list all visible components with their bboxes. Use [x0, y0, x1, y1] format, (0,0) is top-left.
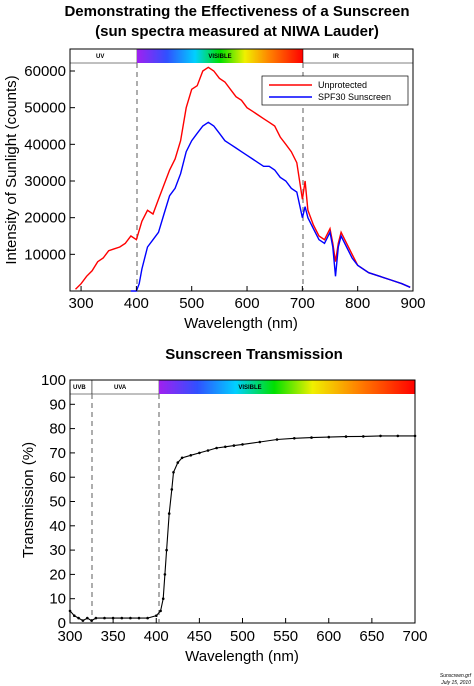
y-tick-label: 70 — [49, 445, 66, 462]
x-tick-label: 500 — [230, 628, 255, 645]
x-tick-label: 300 — [69, 295, 94, 312]
chart-2: Sunscreen Transmission UVB UVA VISIBLE 3… — [20, 346, 428, 665]
x-tick-label: 400 — [144, 628, 169, 645]
y-tick-label: 0 — [58, 615, 66, 632]
band-visible-label: VISIBLE — [208, 54, 231, 60]
chart-1-x-ticks: 300 400 500 600 700 800 900 — [69, 286, 426, 312]
legend-label-unprotected: Unprotected — [318, 80, 367, 90]
y-tick-label: 20 — [49, 566, 66, 583]
band-visible — [137, 49, 303, 63]
band-visible-2 — [159, 380, 415, 394]
x-tick-label: 550 — [273, 628, 298, 645]
chart-1-legend: Unprotected SPF30 Sunscreen — [261, 75, 409, 106]
y-tick-label: 40 — [49, 518, 66, 535]
series-transmission-points — [68, 434, 417, 622]
x-tick-label: 450 — [187, 628, 212, 645]
x-tick-label: 300 — [57, 628, 82, 645]
chart-2-title: Sunscreen Transmission — [165, 346, 343, 363]
band-visible-2-label: VISIBLE — [238, 385, 261, 391]
footer-filename: Sunscreen.grf — [440, 673, 472, 679]
transmission-trace — [69, 435, 415, 622]
y-tick-label: 60 — [49, 469, 66, 486]
chart-2-plot-frame — [69, 379, 416, 624]
footer-date: July 15, 2010 — [440, 680, 471, 686]
x-tick-label: 700 — [290, 295, 315, 312]
chart-2-bands: UVB UVA VISIBLE — [69, 379, 415, 395]
y-tick-label: 50 — [49, 494, 66, 511]
x-tick-label: 700 — [402, 628, 427, 645]
chart-1-y-ticks: 10000 20000 30000 40000 50000 60000 — [24, 63, 75, 263]
x-tick-label: 900 — [400, 295, 425, 312]
y-tick-label: 60000 — [24, 63, 66, 80]
legend-label-spf30: SPF30 Sunscreen — [318, 92, 391, 102]
x-tick-label: 800 — [345, 295, 370, 312]
y-tick-label: 10 — [49, 591, 66, 608]
x-tick-label: 600 — [316, 628, 341, 645]
chart-1-title: Demonstrating the Effectiveness of a Sun… — [64, 3, 409, 20]
chart-1-bands: UV VISIBLE IR — [69, 48, 414, 64]
x-tick-label: 400 — [124, 295, 149, 312]
y-tick-label: 30000 — [24, 173, 66, 190]
chart-2-x-axis-label: Wavelength (nm) — [185, 648, 299, 665]
y-tick-label: 100 — [41, 372, 66, 389]
y-tick-label: 30 — [49, 542, 66, 559]
chart-2-y-ticks: 0 10 20 30 40 50 60 70 80 90 100 — [41, 372, 75, 632]
band-uv-label: UV — [96, 54, 104, 60]
chart-2-y-axis-label: Transmission (%) — [20, 442, 37, 558]
chart-1: Demonstrating the Effectiveness of a Sun… — [3, 3, 426, 332]
band-uvb-label: UVB — [73, 385, 86, 391]
series-spf30-line — [130, 121, 411, 292]
chart-1-y-axis-label: Intensity of Sunlight (counts) — [3, 75, 20, 264]
y-tick-label: 90 — [49, 396, 66, 413]
y-tick-label: 80 — [49, 421, 66, 438]
y-tick-label: 10000 — [24, 246, 66, 263]
y-tick-label: 20000 — [24, 210, 66, 227]
series-unprotected-line — [75, 66, 411, 290]
x-tick-label: 500 — [179, 295, 204, 312]
footer: Sunscreen.grf July 15, 2010 — [440, 673, 472, 686]
chart-2-x-ticks: 300 350 400 450 500 550 600 650 700 — [57, 618, 428, 645]
y-tick-label: 40000 — [24, 136, 66, 153]
x-tick-label: 600 — [235, 295, 260, 312]
legend-box — [261, 75, 409, 106]
chart-1-x-axis-label: Wavelength (nm) — [184, 315, 298, 332]
chart-1-subtitle: (sun spectra measured at NIWA Lauder) — [95, 23, 379, 40]
x-tick-label: 350 — [101, 628, 126, 645]
y-tick-label: 50000 — [24, 100, 66, 117]
chart-1-plot-frame — [69, 48, 414, 292]
band-ir-label: IR — [333, 54, 340, 60]
band-ir — [302, 48, 414, 64]
x-tick-label: 650 — [359, 628, 384, 645]
band-uva-label: UVA — [114, 385, 127, 391]
